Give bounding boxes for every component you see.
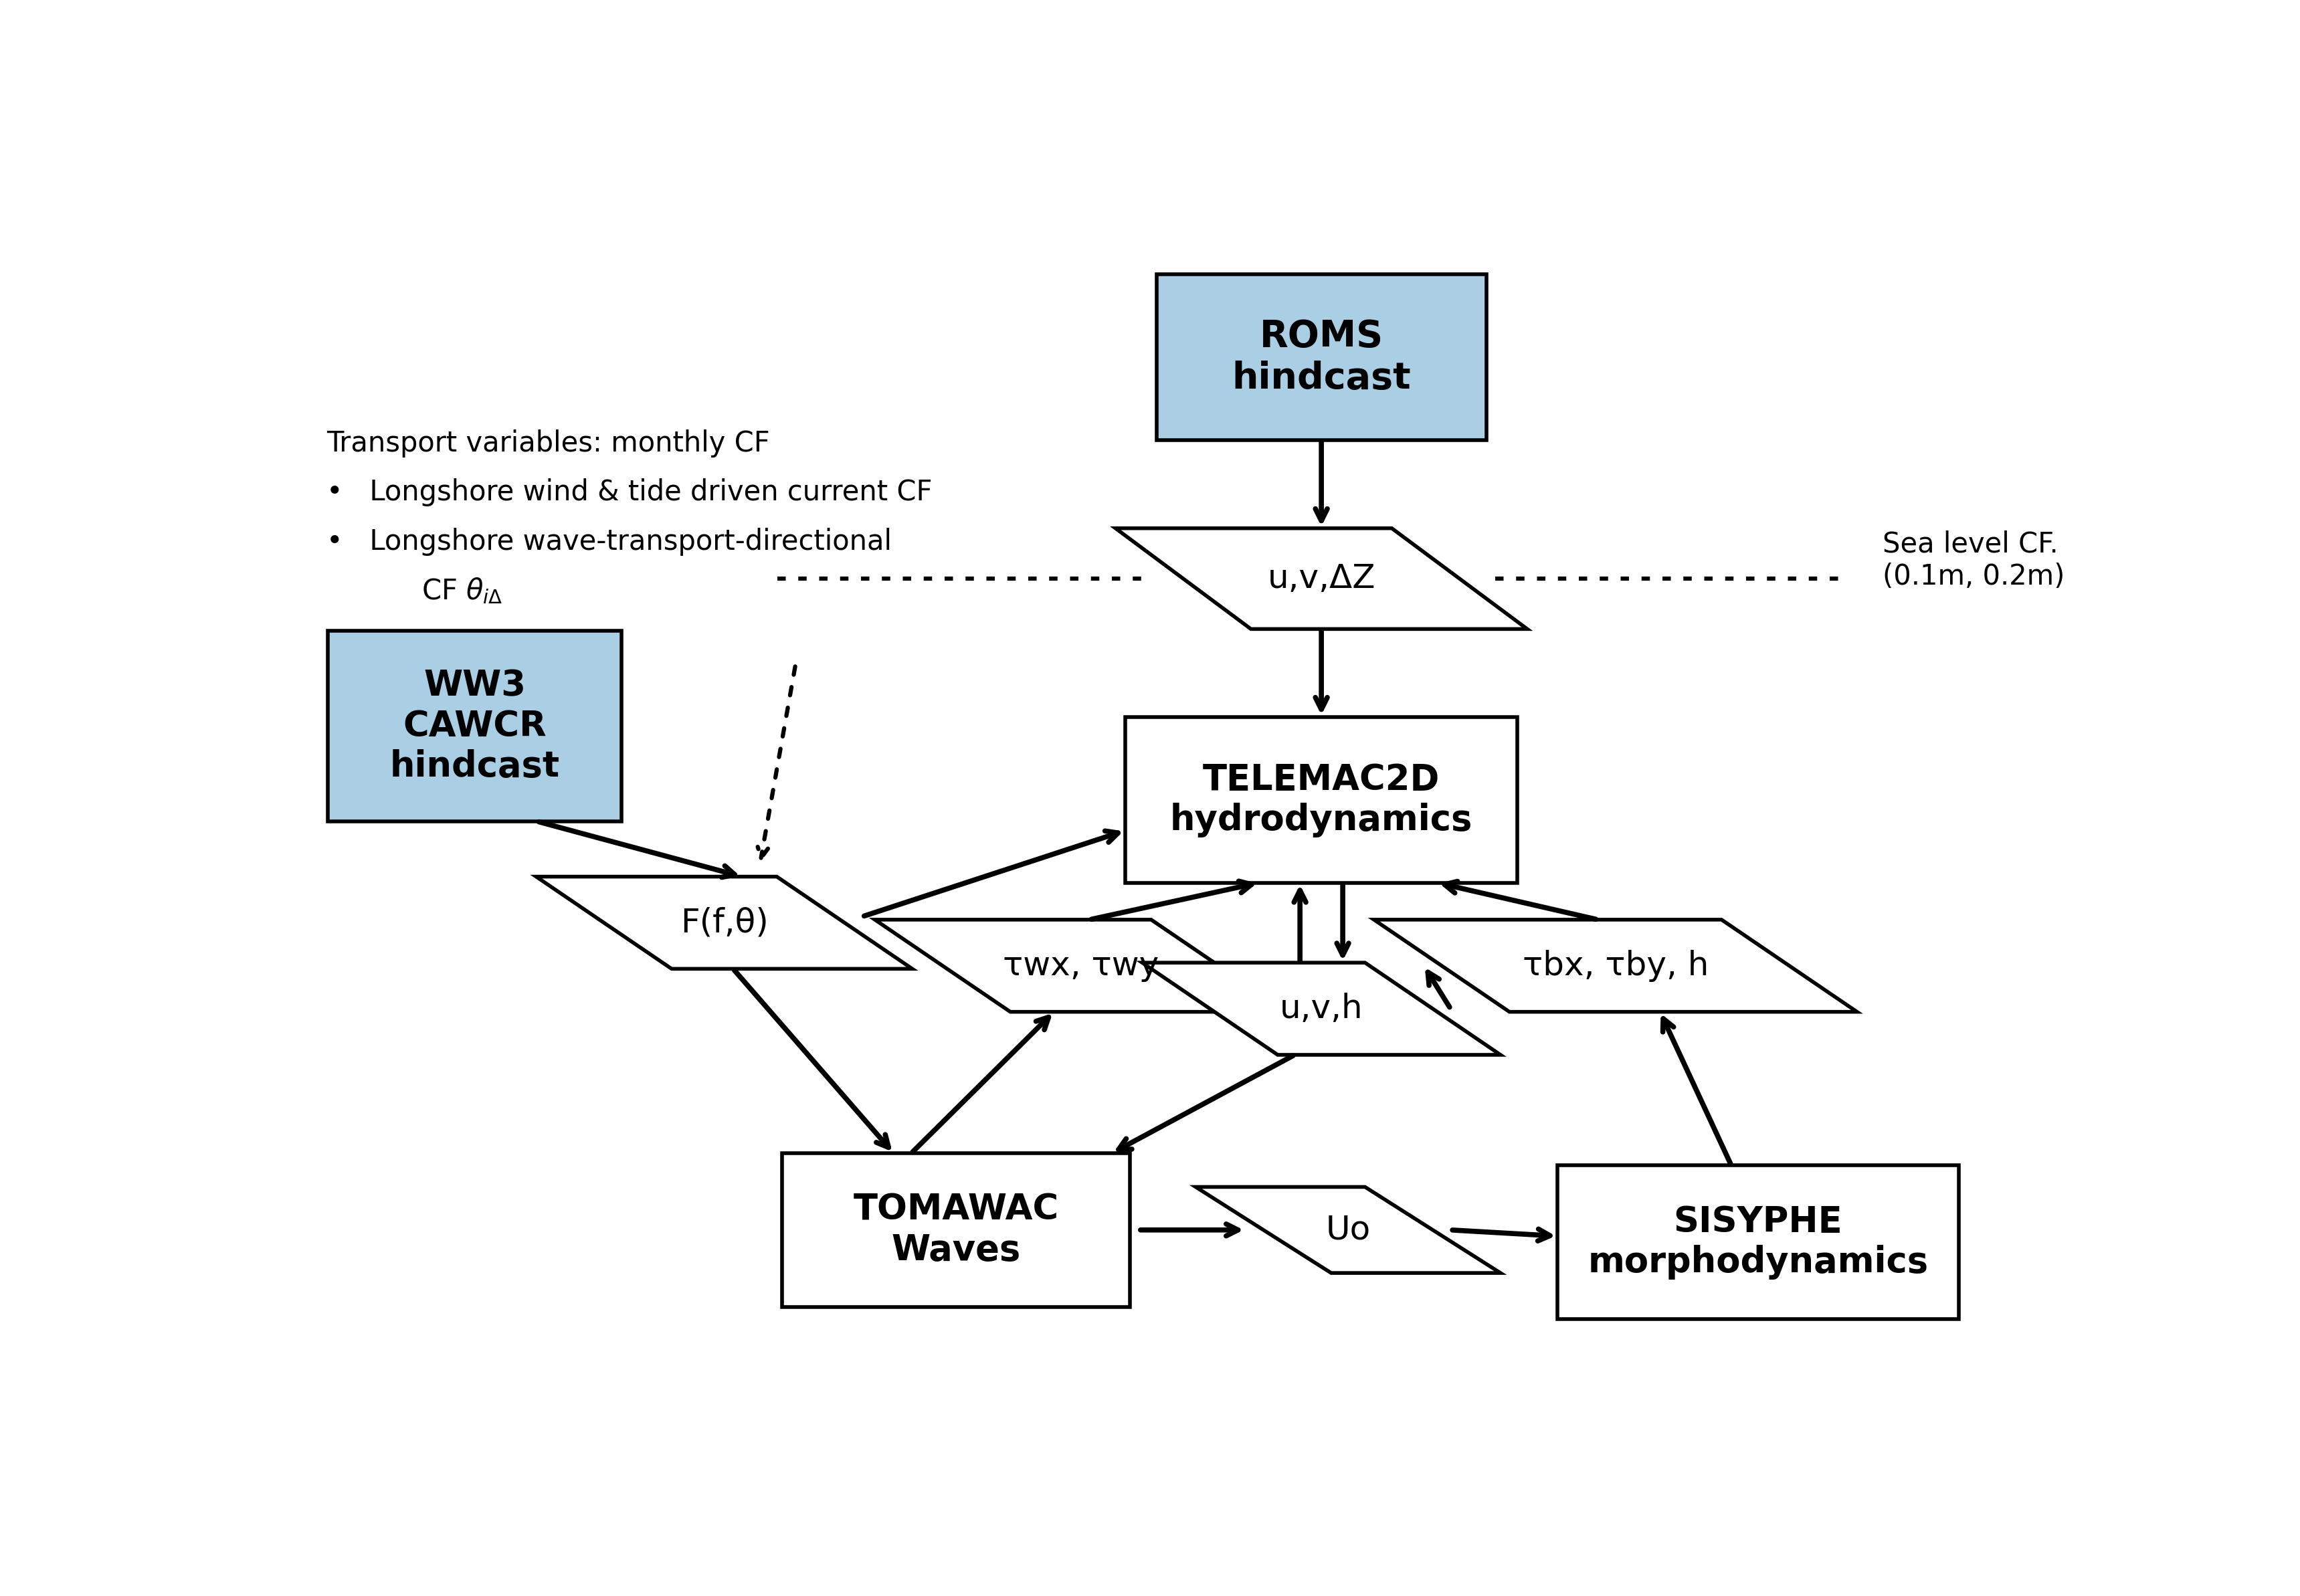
Polygon shape	[1116, 528, 1527, 629]
Text: WW3
CAWCR
hindcast: WW3 CAWCR hindcast	[389, 669, 559, 784]
Polygon shape	[1196, 1187, 1500, 1274]
Polygon shape	[874, 919, 1286, 1012]
Polygon shape	[1143, 962, 1500, 1055]
Bar	[782, 1154, 1129, 1307]
Polygon shape	[1373, 919, 1856, 1012]
Text: CF $\theta_{i\Delta}$: CF $\theta_{i\Delta}$	[421, 576, 501, 605]
Text: τwx, τwy: τwx, τwy	[1003, 950, 1159, 982]
Text: Transport variables: monthly CF: Transport variables: monthly CF	[327, 429, 771, 458]
Polygon shape	[536, 876, 913, 969]
Text: •   Longshore wave-transport-directional: • Longshore wave-transport-directional	[327, 528, 892, 555]
Text: τbx, τby, h: τbx, τby, h	[1523, 950, 1709, 982]
Text: TELEMAC2D
hydrodynamics: TELEMAC2D hydrodynamics	[1171, 763, 1472, 838]
Bar	[1557, 1165, 1960, 1318]
Bar	[1157, 275, 1486, 440]
Text: u,v,ΔZ: u,v,ΔZ	[1267, 562, 1375, 595]
Text: SISYPHE
morphodynamics: SISYPHE morphodynamics	[1587, 1205, 1927, 1280]
Text: u,v,h: u,v,h	[1279, 993, 1364, 1025]
Text: ROMS
hindcast: ROMS hindcast	[1233, 319, 1410, 396]
Text: TOMAWAC
Waves: TOMAWAC Waves	[853, 1192, 1058, 1267]
Text: F(f,θ): F(f,θ)	[681, 907, 768, 938]
Text: Uo: Uo	[1325, 1215, 1371, 1246]
Text: Sea level CF.
(0.1m, 0.2m): Sea level CF. (0.1m, 0.2m)	[1884, 530, 2065, 591]
Bar	[1125, 717, 1518, 883]
Text: •   Longshore wind & tide driven current CF: • Longshore wind & tide driven current C…	[327, 479, 932, 506]
Bar	[327, 630, 621, 822]
